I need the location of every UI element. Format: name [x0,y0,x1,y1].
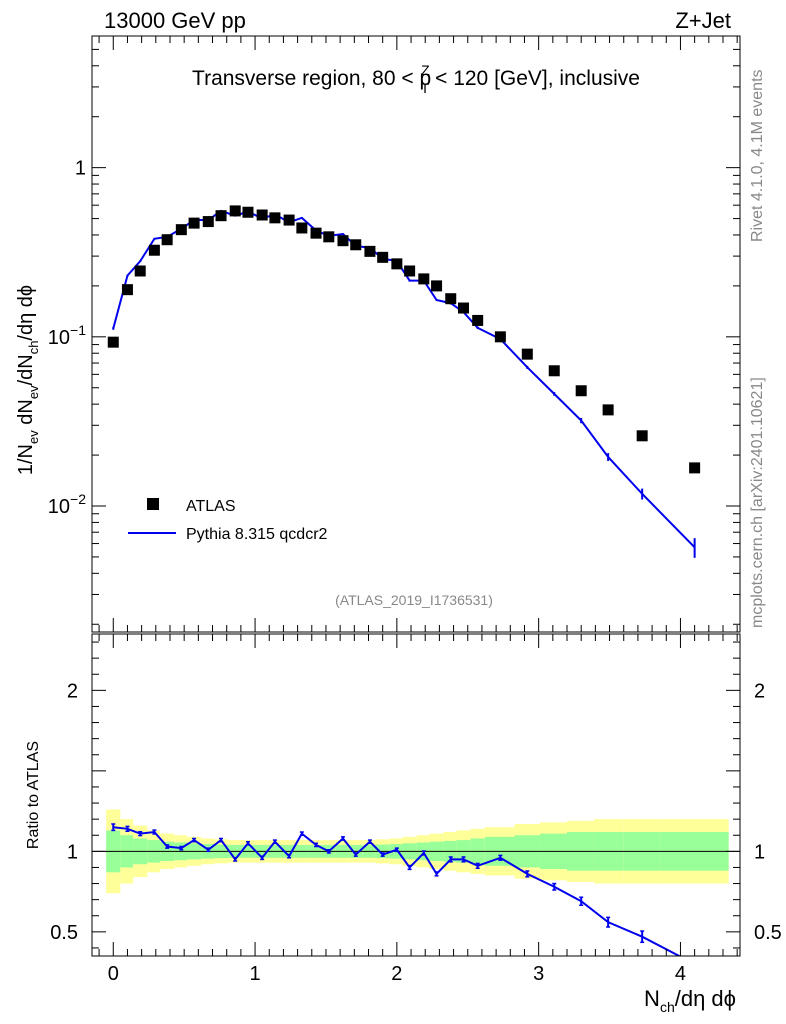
atlas-point [548,365,560,377]
header-right: Z+Jet [675,8,731,33]
plot-title: Transverse region, 80 < pZ T < 120 [GeV],… [192,62,640,96]
atlas-point [134,265,146,277]
ratio-y-tick-label: 1 [67,841,78,863]
atlas-point [242,206,254,218]
atlas-point [310,227,322,239]
main-frame [91,35,741,633]
legend-label-pythia: Pythia 8.315 qcdcr2 [186,526,328,543]
main-y-tick-label: 10−1 [48,322,86,349]
atlas-point [121,284,133,296]
atlas-point [418,273,430,285]
ratio-axis-ticks [92,634,740,956]
ratio-clipped-group [111,823,682,956]
atlas-point [148,244,160,256]
atlas-point [404,265,416,277]
atlas-point [269,212,281,224]
atlas-point [175,224,187,236]
main-panel: 1 10−1 10−2 [48,35,741,633]
atlas-point [602,404,614,416]
legend: ATLAS Pythia 8.315 qcdcr2 [128,498,328,543]
atlas-point [350,239,362,251]
atlas-point [256,209,268,221]
atlas-point [636,430,648,442]
x-tick-labels: 0 1 2 3 4 [108,963,686,985]
ratio-y-tick-label-right: 0.5 [754,922,782,944]
ratio-frame [91,633,741,957]
atlas-point [521,348,533,360]
atlas-point [188,217,200,229]
header-left: 13000 GeV pp [104,8,246,33]
atlas-point [215,210,227,222]
atlas-point [364,245,376,257]
atlas-point [377,251,389,263]
atlas-point [283,214,295,226]
main-y-tick-label: 1 [75,158,86,180]
atlas-point [296,222,308,234]
legend-marker-atlas [147,498,159,510]
ratio-y-tick-label: 2 [67,680,78,702]
main-axis-ticks [92,35,740,632]
atlas-point [202,216,214,228]
atlas-point [337,235,349,247]
x-tick-label: 2 [391,963,402,985]
main-y-tick-labels: 1 10−1 10−2 [48,158,86,518]
x-tick-label: 4 [675,963,686,985]
atlas-point [445,293,457,305]
ratio-y-tick-label: 0.5 [50,922,78,944]
analysis-tag: (ATLAS_2019_I1736531) [335,592,493,608]
pythia-line [112,209,696,549]
ratio-y-axis-label: Ratio to ATLAS [25,741,42,849]
ratio-y-tick-label-right: 1 [754,841,765,863]
atlas-point [689,462,701,474]
legend-label-atlas: ATLAS [186,498,236,515]
mcplots-label: mcplots.cern.ch [arXiv:2401.10621] [749,377,766,628]
atlas-point [161,234,173,246]
atlas-point [323,231,335,243]
x-tick-label: 1 [250,963,261,985]
atlas-point [494,331,506,343]
ratio-pythia-series [111,823,682,956]
atlas-point [431,280,443,292]
ratio-panel: 2 2 1 1 0.5 0.5 0 1 2 3 4 [50,633,782,985]
ratio-y-tick-labels: 2 2 1 1 0.5 0.5 [50,680,782,944]
x-tick-label: 0 [108,963,119,985]
x-tick-label: 3 [533,963,544,985]
atlas-point [575,385,587,397]
rivet-version-label: Rivet 4.1.0, 4.1M events [749,69,766,242]
y-axis-label: 1/Nev dNev/dNch/dη dϕ [15,285,41,475]
atlas-point [107,336,119,348]
atlas-point [229,205,241,217]
x-axis-label: Nch/dη dϕ [644,986,736,1015]
atlas-point [472,314,484,326]
atlas-point [391,258,403,270]
main-y-tick-label: 10−2 [48,491,86,518]
ratio-y-tick-label-right: 2 [754,680,765,702]
atlas-series [107,205,701,474]
atlas-point [458,302,470,314]
